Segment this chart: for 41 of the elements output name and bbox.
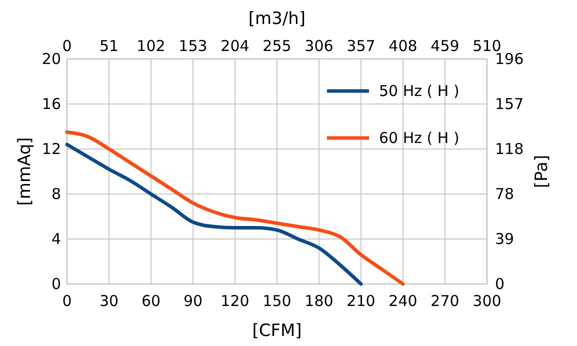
y-tick-label: 16 [42,95,61,113]
x-tick-label: 210 [346,292,376,310]
y2-tick-label: 196 [495,50,524,68]
x-tick-label: 30 [99,292,119,310]
x2-tick-label: 255 [262,37,292,55]
x-tick-label: 270 [430,292,460,310]
x2-tick-label: 408 [388,37,418,55]
x2-tick-label: 459 [430,37,460,55]
y2-tick-label: 78 [495,185,514,203]
x2-tick-label: 102 [136,37,166,55]
y2-tick-label: 39 [495,230,514,248]
y2-tick-label: 157 [495,95,524,113]
x2-tick-label: 306 [304,37,334,55]
x-tick-label: 180 [304,292,334,310]
x2-tick-label: 153 [178,37,208,55]
x-tick-label: 60 [141,292,161,310]
x-tick-label: 150 [262,292,292,310]
y-tick-label: 4 [51,230,61,248]
x-tick-label: 120 [220,292,250,310]
y-tick-label: 0 [51,275,61,293]
x2-tick-label: 0 [62,37,72,55]
x2-tick-label: 51 [99,37,119,55]
x2-tick-label: 204 [220,37,250,55]
y2-tick-label: 118 [495,140,524,158]
x-tick-label: 0 [62,292,72,310]
legend-label: 50 Hz ( H ) [379,82,460,100]
x2-axis-title: [m3/h] [248,9,306,29]
y-axis-title: [mmAq] [15,137,35,206]
y-tick-label: 20 [42,50,61,68]
x-tick-label: 240 [388,292,418,310]
legend-label: 60 Hz ( H ) [379,129,460,147]
y2-tick-label: 0 [495,275,505,293]
y-tick-label: 8 [51,185,61,203]
x-tick-label: 300 [472,292,502,310]
x2-tick-label: 357 [346,37,376,55]
line-series [65,142,363,286]
line-series [65,130,405,286]
x-tick-label: 90 [183,292,203,310]
x-axis-title: [CFM] [252,321,302,341]
y2-axis-title: [Pa] [532,154,552,188]
y-tick-label: 12 [42,140,61,158]
